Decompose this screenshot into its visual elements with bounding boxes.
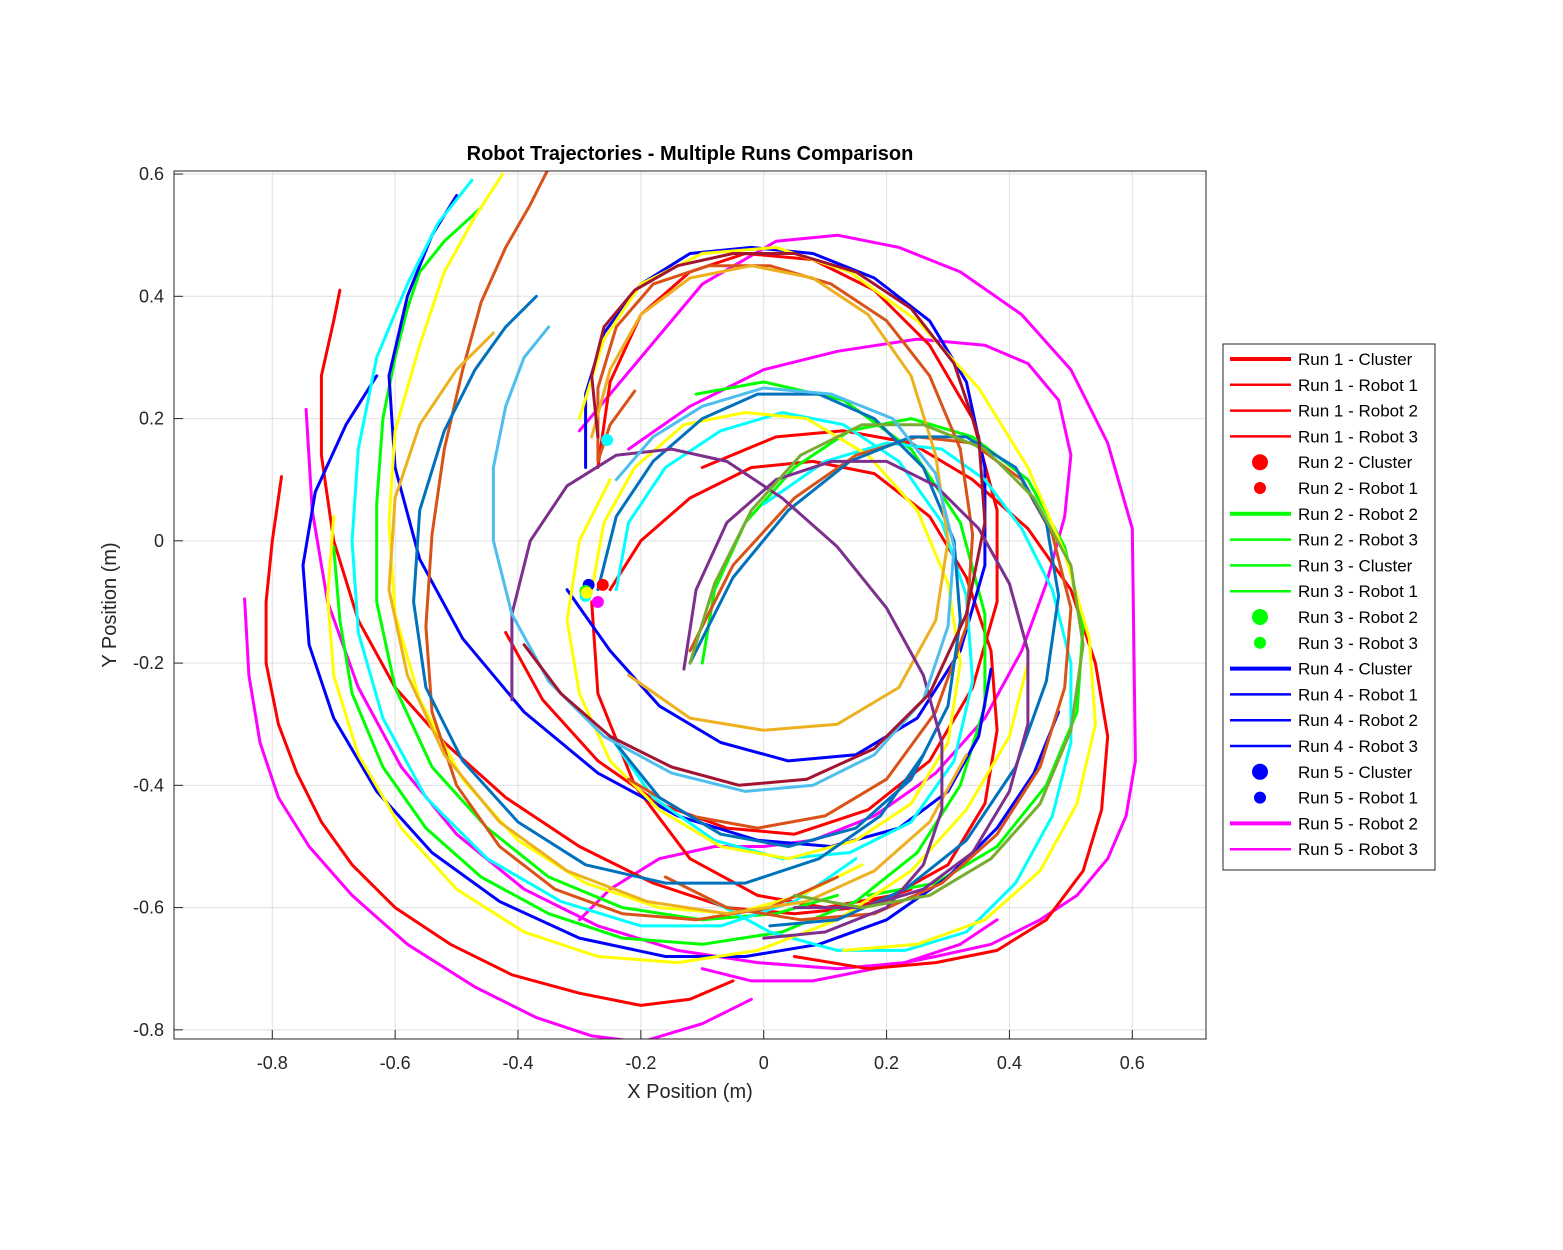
trajectory-line-33 (688, 423, 1085, 910)
plot-area (243, 171, 1137, 1039)
legend-label: Run 4 - Robot 1 (1298, 685, 1418, 704)
x-tick-label: 0.2 (874, 1053, 899, 1073)
end-marker-5 (591, 595, 604, 608)
legend-label: Run 1 - Cluster (1298, 350, 1413, 369)
legend-label: Run 5 - Robot 3 (1298, 840, 1418, 859)
y-tick-label: -0.6 (133, 898, 164, 918)
legend-label: Run 5 - Cluster (1298, 763, 1413, 782)
legend-swatch (1254, 791, 1266, 804)
end-markers (579, 433, 614, 608)
legend-label: Run 2 - Robot 1 (1298, 479, 1418, 498)
legend-label: Run 1 - Robot 3 (1298, 427, 1418, 446)
y-tick-label: 0.2 (139, 409, 164, 429)
y-tick-label: 0.4 (139, 286, 164, 306)
legend-label: Run 1 - Robot 2 (1298, 402, 1418, 421)
trajectory-line-29 (387, 331, 968, 916)
legend-label: Run 5 - Robot 2 (1298, 814, 1418, 833)
legend-box (1222, 343, 1436, 871)
y-tick-label: 0.6 (139, 164, 164, 184)
trajectory-line-10 (375, 206, 839, 922)
legend-swatch (1252, 609, 1268, 625)
legend-label: Run 4 - Robot 2 (1298, 711, 1418, 730)
y-axis-label: Y Position (m) (99, 542, 121, 667)
trajectory-line-1 (243, 597, 753, 1039)
legend-label: Run 4 - Cluster (1298, 660, 1413, 679)
trajectory-line-31 (510, 447, 944, 940)
legend-label: Run 5 - Robot 1 (1298, 789, 1418, 808)
x-tick-label: 0.4 (997, 1053, 1022, 1073)
trajectory-line-30 (590, 264, 950, 732)
legend-label: Run 3 - Robot 2 (1298, 608, 1418, 627)
end-marker-7 (601, 433, 614, 446)
legend-label: Run 2 - Robot 3 (1298, 531, 1418, 550)
trajectory-line-12 (700, 417, 1085, 897)
y-tick-label: 0 (154, 531, 164, 551)
trajectory-line-21 (565, 411, 962, 861)
legend-label: Run 3 - Robot 3 (1298, 634, 1418, 653)
end-marker-2 (596, 578, 609, 591)
legend-swatch (1252, 454, 1268, 471)
x-tick-label: 0 (759, 1053, 769, 1073)
trajectory-line-16 (350, 178, 858, 928)
y-tick-label: -0.4 (133, 775, 164, 795)
x-axis-label: X Position (m) (627, 1081, 753, 1103)
x-tick-label: -0.4 (502, 1053, 533, 1073)
legend-label: Run 2 - Cluster (1298, 453, 1413, 472)
trajectory-line-35 (522, 252, 987, 787)
trajectory-line-34 (491, 325, 956, 793)
trajectory-line-24 (596, 264, 975, 830)
x-tick-label: 0.6 (1120, 1053, 1145, 1073)
trajectory-line-3 (577, 337, 1073, 922)
legend-label: Run 4 - Robot 3 (1298, 737, 1418, 756)
x-tick-label: -0.8 (257, 1053, 288, 1073)
x-tick-label: -0.2 (625, 1053, 656, 1073)
x-tick-label: -0.6 (380, 1053, 411, 1073)
trajectory-line-9 (700, 429, 1110, 971)
trajectory-line-4 (577, 233, 1137, 983)
trajectory-line-20 (326, 514, 1030, 965)
y-tick-label: -0.2 (133, 653, 164, 673)
trajectory-line-32 (682, 459, 1030, 910)
legend-label: Run 2 - Robot 2 (1298, 505, 1418, 524)
legend-label: Run 3 - Cluster (1298, 556, 1413, 575)
trajectory-line-26 (412, 294, 925, 885)
trajectory-line-7 (590, 459, 999, 910)
trajectory-line-5 (264, 475, 735, 1007)
trajectory-line-23 (424, 171, 839, 922)
legend-label: Run 1 - Robot 1 (1298, 376, 1418, 395)
trajectory-line-13 (387, 194, 993, 848)
legend-swatch (1254, 482, 1266, 494)
legend-swatch (1254, 636, 1266, 649)
end-marker-6 (580, 586, 593, 599)
ticks: -0.8 -0.6 -0.4 -0.2 0 0.2 0.4 0.6 -0.8 -0.6 -0.4 -0… (133, 164, 1145, 1073)
legend-swatch (1252, 763, 1268, 780)
legend-label: Run 3 - Robot 1 (1298, 582, 1418, 601)
y-tick-label: -0.8 (133, 1020, 164, 1040)
axes-box (173, 170, 1207, 1040)
chart-title: Robot Trajectories - Multiple Runs Compa… (467, 143, 914, 165)
legend: Run 1 - Cluster Run 1 - Robot 1 Run 1 - Ro… (1222, 343, 1436, 871)
